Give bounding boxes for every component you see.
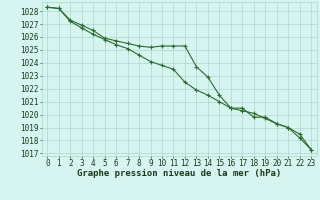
X-axis label: Graphe pression niveau de la mer (hPa): Graphe pression niveau de la mer (hPa)	[77, 169, 281, 178]
